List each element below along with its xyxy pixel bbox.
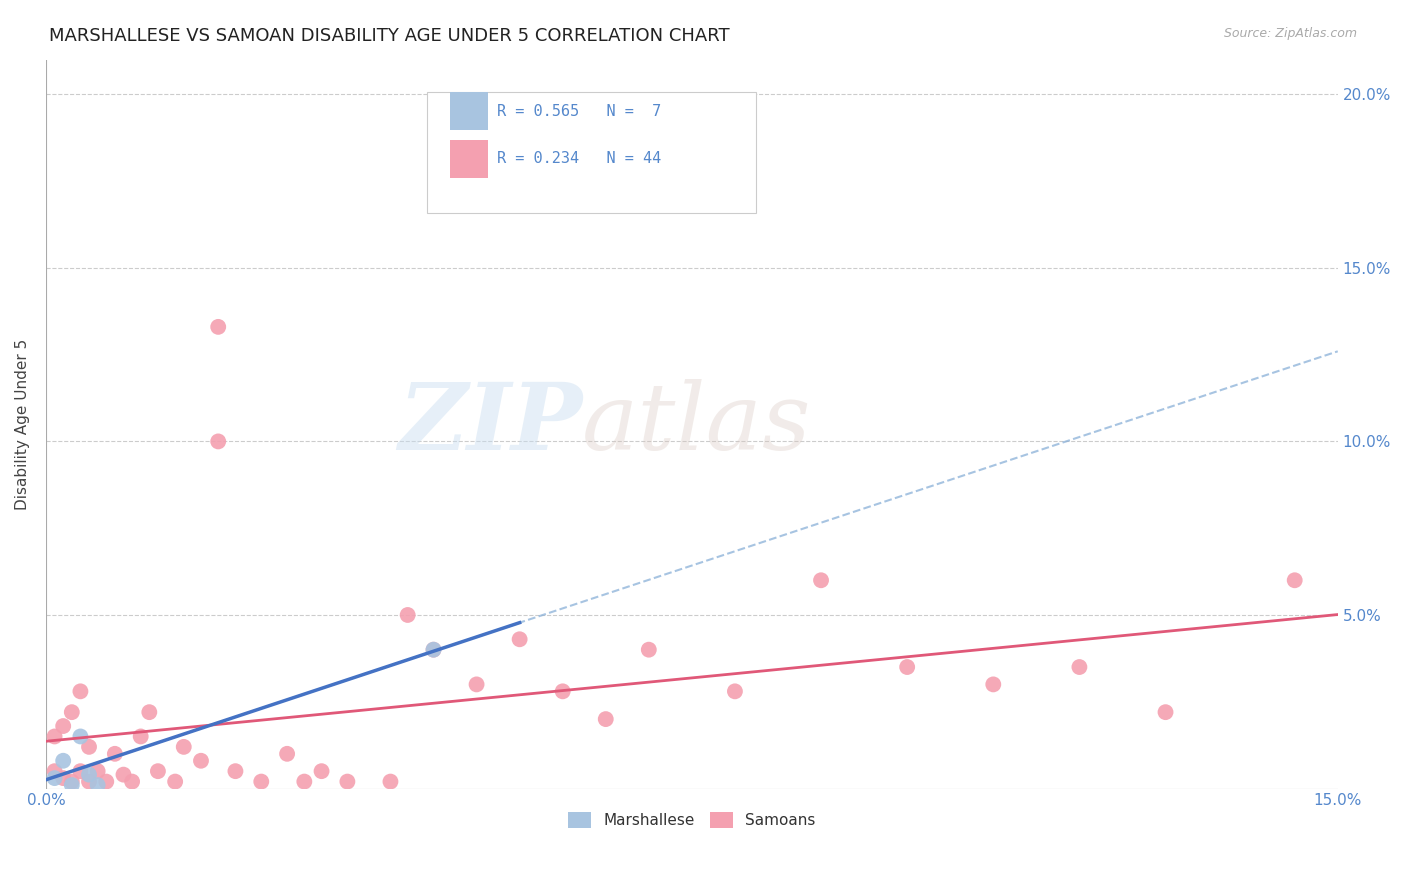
Point	[104, 747, 127, 761]
Point	[77, 739, 100, 754]
Point	[165, 774, 187, 789]
Point	[129, 730, 152, 744]
Point	[465, 677, 488, 691]
Point	[724, 684, 747, 698]
Point	[96, 774, 118, 789]
Point	[396, 607, 419, 622]
Point	[60, 778, 83, 792]
Point	[86, 764, 108, 779]
Point	[69, 684, 91, 698]
Point	[52, 719, 75, 733]
Point	[422, 642, 444, 657]
Point	[52, 754, 75, 768]
Point	[637, 642, 659, 657]
FancyBboxPatch shape	[450, 93, 488, 130]
Point	[1069, 660, 1091, 674]
Point	[422, 642, 444, 657]
Point	[138, 705, 160, 719]
Point	[44, 764, 66, 779]
Y-axis label: Disability Age Under 5: Disability Age Under 5	[15, 338, 30, 509]
Point	[207, 319, 229, 334]
Point	[44, 730, 66, 744]
Point	[112, 767, 135, 781]
Text: ZIP: ZIP	[398, 379, 582, 469]
Point	[981, 677, 1004, 691]
Point	[224, 764, 246, 779]
FancyBboxPatch shape	[450, 140, 488, 178]
Point	[380, 774, 402, 789]
Point	[173, 739, 195, 754]
Point	[52, 771, 75, 785]
Point	[276, 747, 298, 761]
Point	[146, 764, 169, 779]
Legend: Marshallese, Samoans: Marshallese, Samoans	[561, 805, 823, 836]
Point	[551, 684, 574, 698]
Point	[121, 774, 143, 789]
Point	[1284, 574, 1306, 588]
Point	[595, 712, 617, 726]
Point	[810, 574, 832, 588]
Point	[250, 774, 273, 789]
Point	[60, 774, 83, 789]
Text: MARSHALLESE VS SAMOAN DISABILITY AGE UNDER 5 CORRELATION CHART: MARSHALLESE VS SAMOAN DISABILITY AGE UND…	[49, 27, 730, 45]
Point	[69, 764, 91, 779]
FancyBboxPatch shape	[427, 93, 756, 212]
Text: R = 0.565   N =  7: R = 0.565 N = 7	[496, 103, 661, 119]
Text: R = 0.234   N = 44: R = 0.234 N = 44	[496, 152, 661, 166]
Point	[292, 774, 315, 789]
Point	[86, 778, 108, 792]
Point	[60, 705, 83, 719]
Point	[44, 771, 66, 785]
Point	[509, 632, 531, 647]
Point	[77, 774, 100, 789]
Point	[311, 764, 333, 779]
Text: atlas: atlas	[582, 379, 811, 469]
Point	[336, 774, 359, 789]
Point	[69, 730, 91, 744]
Point	[896, 660, 918, 674]
Point	[1154, 705, 1177, 719]
Text: Source: ZipAtlas.com: Source: ZipAtlas.com	[1223, 27, 1357, 40]
Point	[190, 754, 212, 768]
Point	[77, 767, 100, 781]
Point	[207, 434, 229, 449]
